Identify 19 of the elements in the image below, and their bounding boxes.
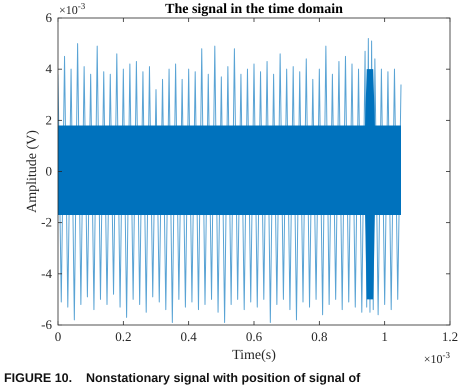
caption: FIGURE 10. Nonstationary signal with position of signal of — [4, 371, 362, 385]
chart-title: The signal in the time domain — [165, 2, 344, 17]
x-tick-label: 0.6 — [246, 329, 263, 344]
text: ×10$^{-3}$ — [424, 350, 450, 366]
x-axis-title: Time(s) — [232, 348, 276, 363]
y-tick-label: -4 — [41, 266, 52, 281]
y-tick-label: 6 — [46, 10, 52, 25]
y-tick-label: 0 — [46, 164, 52, 178]
text: ×10$^{-3}$ — [59, 1, 86, 17]
x-tick-label: 0.4 — [180, 329, 198, 344]
y-tick-label: 4 — [46, 61, 52, 76]
y-tick-label: -6 — [41, 317, 52, 332]
x-tick-label: 1 — [381, 329, 388, 344]
x-tick-label: 0.2 — [115, 329, 132, 344]
x-tick-label: 0.8 — [311, 329, 328, 344]
y-tick-label: -2 — [41, 214, 52, 230]
x-tick-label: 1.2 — [442, 329, 458, 344]
y-tick-label: 2 — [46, 112, 52, 128]
y-axis-title: Amplitude (V) — [25, 130, 40, 213]
